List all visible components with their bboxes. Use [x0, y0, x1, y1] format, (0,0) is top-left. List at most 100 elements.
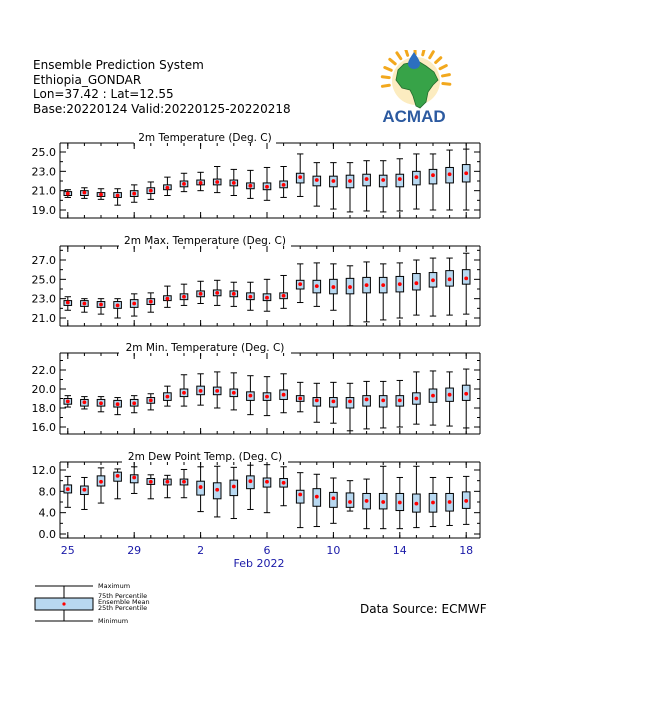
mean-marker	[248, 479, 253, 484]
mean-marker	[248, 393, 253, 398]
box-2022-02-02	[196, 171, 205, 192]
box-2022-02-06	[262, 376, 272, 417]
x-tick-label: 10	[326, 544, 340, 557]
y-tick-label: 21.0	[32, 185, 57, 198]
box-2022-02-13	[378, 263, 388, 321]
mean-marker	[298, 492, 303, 497]
box-2022-02-17	[445, 149, 454, 211]
box-2022-02-14	[395, 262, 405, 319]
mean-marker	[148, 479, 153, 484]
mean-marker	[132, 301, 137, 306]
box-2022-02-04	[229, 466, 239, 520]
box-2022-01-29	[129, 395, 139, 414]
mean-marker	[331, 399, 336, 404]
chart-header: Ensemble Prediction System Ethiopia_GOND…	[33, 58, 291, 116]
y-tick-label: 16.0	[32, 421, 57, 434]
box-2022-02-18	[461, 475, 471, 525]
mean-marker	[99, 192, 103, 197]
box-2022-01-31	[163, 176, 172, 196]
box-2022-02-18	[461, 148, 471, 211]
mean-marker	[381, 283, 386, 288]
box-2022-02-12	[362, 261, 371, 323]
mean-marker	[447, 392, 452, 397]
panel-3: 2m Min. Temperature (Deg. C) 22.0 20.0 18.0…	[32, 341, 481, 435]
box-2022-01-31	[163, 385, 172, 407]
panel-title: 2m Temperature (Deg. C)	[138, 132, 272, 144]
mean-marker	[231, 390, 236, 395]
mean-marker	[348, 179, 352, 183]
box-2022-02-07	[279, 373, 288, 414]
mean-marker	[198, 485, 203, 489]
mean-marker	[314, 284, 319, 288]
box-2022-01-31	[163, 285, 172, 308]
box-2022-02-06	[262, 464, 272, 514]
mean-marker	[414, 281, 419, 286]
box-2022-01-25	[63, 296, 73, 311]
box-2022-01-29	[129, 184, 139, 203]
mean-marker	[464, 171, 469, 176]
mean-marker	[115, 402, 120, 407]
box-2022-02-17	[445, 371, 454, 427]
y-tick-label: 27.0	[32, 254, 57, 267]
box-2022-01-29	[129, 293, 139, 317]
box-2022-01-30	[146, 181, 156, 200]
box-2022-02-18	[461, 368, 471, 429]
box-2022-02-12	[362, 380, 371, 430]
x-month-label: Feb 2022	[234, 557, 285, 570]
mean-marker	[397, 177, 402, 181]
mean-marker	[132, 191, 137, 196]
box-2022-02-15	[412, 153, 421, 210]
box-2022-02-01	[179, 468, 189, 499]
header-base-valid: Base:20220124 Valid:20220125-20220218	[33, 101, 291, 116]
mean-marker	[99, 479, 103, 484]
box-2022-01-30	[146, 474, 156, 500]
header-station: Ethiopia_GONDAR	[33, 72, 142, 87]
mean-marker	[65, 300, 70, 305]
box-2022-01-26	[80, 476, 89, 510]
box-2022-02-16	[428, 153, 438, 211]
mean-marker	[414, 396, 419, 401]
mean-marker	[165, 479, 170, 484]
mean-marker	[215, 290, 220, 295]
box-2022-02-10	[329, 263, 338, 311]
box-2022-01-28	[113, 468, 122, 500]
box-2022-02-17	[445, 476, 454, 526]
mean-marker	[132, 401, 137, 406]
mean-marker	[265, 184, 269, 189]
box-2022-02-15	[412, 259, 421, 316]
y-tick-label: 21.0	[32, 312, 57, 325]
legend-mean-marker	[62, 602, 66, 606]
panel-1: 2m Temperature (Deg. C) 25.0 23.0 21.0 19.0	[32, 131, 481, 219]
mean-marker	[182, 479, 186, 484]
data-source: Data Source: ECMWF	[360, 602, 487, 616]
box-2022-01-25	[63, 189, 73, 198]
box-2022-02-11	[345, 382, 355, 432]
box-2022-02-05	[246, 169, 255, 199]
box-2022-02-09	[312, 382, 322, 423]
box-2022-01-27	[96, 396, 106, 413]
mean-marker	[331, 179, 336, 183]
y-tick-label: 18.0	[32, 402, 57, 415]
mean-marker	[331, 285, 336, 289]
box-2022-01-26	[80, 187, 89, 199]
mean-marker	[298, 175, 303, 180]
y-tick-label: 12.0	[32, 464, 57, 477]
mean-marker	[331, 496, 336, 501]
y-tick-label: 22.0	[32, 364, 57, 377]
mean-marker	[431, 173, 435, 178]
mean-marker	[314, 398, 319, 403]
box-2022-02-01	[179, 172, 189, 193]
box-2022-02-09	[312, 262, 322, 307]
box-2022-01-31	[163, 474, 172, 499]
box-2022-02-02	[196, 373, 205, 406]
box-2022-02-16	[428, 476, 438, 528]
header-system: Ensemble Prediction System	[33, 58, 204, 72]
box-2022-02-08	[295, 472, 305, 529]
box-2022-02-05	[246, 464, 255, 510]
mean-marker	[231, 484, 236, 489]
box-2022-02-03	[212, 166, 222, 194]
y-tick-label: 20.0	[32, 383, 57, 396]
box-2022-02-03	[212, 279, 222, 306]
mean-marker	[348, 285, 352, 289]
